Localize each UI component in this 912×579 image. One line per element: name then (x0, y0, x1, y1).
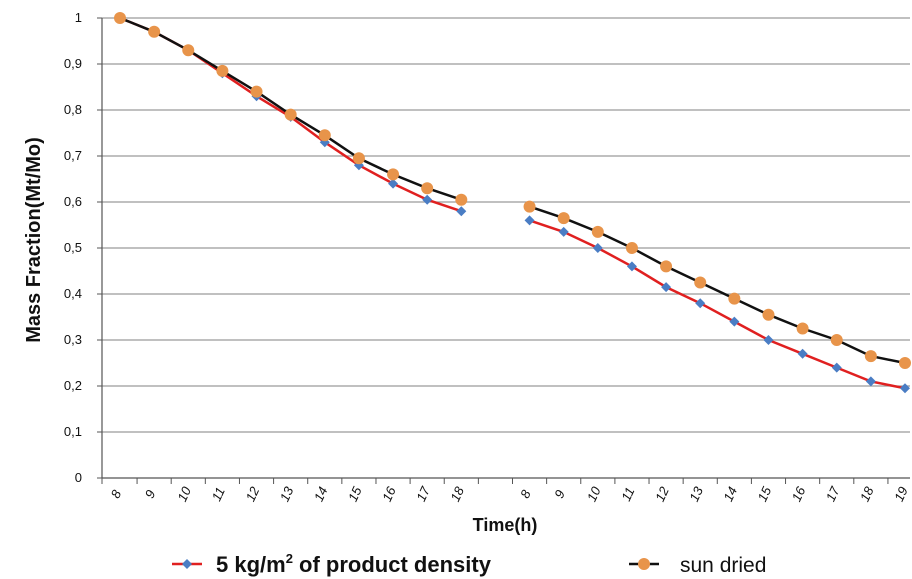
y-tick-label: 0,1 (64, 424, 82, 439)
data-point-series-1 (729, 316, 740, 327)
data-point-series-2 (250, 85, 263, 98)
x-tick-label: 11 (618, 485, 637, 504)
x-axis-label: Time(h) (473, 515, 538, 535)
x-tick-label: 8 (108, 487, 125, 501)
legend-marker-1 (182, 559, 192, 569)
data-point-series-2 (557, 212, 570, 225)
x-tick-label: 13 (277, 484, 297, 504)
data-point-series-2 (728, 292, 741, 305)
y-tick-label: 0,3 (64, 332, 82, 347)
y-tick-label: 0 (75, 470, 82, 485)
x-tick-label: 16 (379, 484, 399, 504)
x-tick-label: 16 (789, 484, 809, 504)
data-point-series-1 (388, 178, 399, 189)
series-line-2 (529, 205, 906, 365)
data-point-series-2 (182, 44, 195, 57)
x-axis-ticks: 8 9 10 11 12 13 14 15 16 17 18 8 9 10 11 12 13 14 15 16 17 18… (101, 478, 911, 504)
data-point-series-2 (864, 350, 877, 363)
x-tick-label: 8 (517, 487, 534, 501)
y-tick-label: 1 (75, 10, 82, 25)
x-tick-label: 18 (447, 484, 467, 504)
x-tick-label: 18 (857, 484, 877, 504)
data-point-series-1 (456, 206, 467, 217)
x-tick-label: 14 (720, 484, 740, 503)
data-point-series-2 (591, 225, 604, 238)
legend-marker-2 (638, 558, 650, 570)
x-tick-label: 14 (311, 484, 331, 503)
legend-label-1-sup: 2 (286, 551, 293, 566)
data-point-series-2 (694, 276, 707, 289)
data-point-series-2 (660, 260, 673, 273)
x-tick-label: 13 (686, 484, 706, 504)
x-tick-label: 11 (209, 485, 228, 504)
y-tick-label: 0,5 (64, 240, 82, 255)
legend-label-1-main: 5 kg/m (216, 552, 286, 577)
y-tick-label: 0,9 (64, 56, 82, 71)
legend-label-2: sun dried (680, 554, 766, 577)
data-point-series-1 (695, 298, 706, 309)
data-point-series-2 (387, 168, 400, 181)
y-tick-label: 0,4 (64, 286, 82, 301)
data-point-series-2 (523, 200, 536, 213)
data-point-series-1 (831, 362, 842, 373)
legend: 5 kg/m2 of product density sun dried (172, 551, 766, 577)
x-tick-label: 19 (891, 484, 911, 503)
y-tick-label: 0,6 (64, 194, 82, 209)
y-axis-label: Mass Fraction(Mt/Mo) (23, 137, 45, 343)
data-point-series-1 (865, 376, 876, 387)
y-tick-label: 0,7 (64, 148, 82, 163)
x-tick-label: 9 (551, 488, 568, 501)
data-point-series-1 (422, 194, 433, 205)
legend-label-1-rest: of product density (293, 552, 492, 577)
data-point-series-1 (763, 335, 774, 345)
data-point-series-2 (796, 322, 809, 335)
data-point-series-2 (114, 12, 126, 24)
y-tick-label: 0,2 (64, 378, 82, 393)
series-group (114, 12, 911, 394)
data-point-series-1 (558, 226, 569, 237)
x-tick-label: 9 (142, 488, 159, 501)
data-point-series-2 (421, 182, 434, 195)
data-point-series-2 (318, 129, 331, 142)
x-tick-label: 17 (823, 484, 843, 504)
data-point-series-1 (900, 383, 910, 394)
data-point-series-2 (455, 193, 468, 206)
x-tick-label: 10 (584, 484, 604, 504)
x-tick-label: 15 (345, 484, 365, 504)
x-tick-label: 10 (174, 484, 194, 504)
data-point-series-2 (899, 357, 911, 369)
y-axis-ticks: 0 0,1 0,2 0,3 0,4 0,5 0,6 0,7 0,8 0,9 1 (64, 10, 102, 485)
data-point-series-2 (352, 152, 365, 165)
data-point-series-2 (284, 108, 297, 121)
gridlines (101, 17, 910, 479)
y-tick-label: 0,8 (64, 102, 82, 117)
x-tick-label: 17 (413, 484, 433, 504)
x-tick-label: 15 (755, 484, 775, 504)
data-point-series-1 (524, 215, 535, 226)
data-point-series-2 (148, 25, 161, 38)
x-tick-label: 12 (243, 484, 263, 504)
data-point-series-1 (626, 261, 637, 272)
data-point-series-1 (592, 243, 603, 253)
data-point-series-2 (830, 334, 843, 346)
legend-label-1: 5 kg/m2 of product density (216, 551, 492, 577)
data-point-series-1 (797, 348, 808, 359)
data-point-series-1 (661, 282, 672, 293)
data-point-series-2 (216, 64, 229, 77)
data-point-series-2 (762, 308, 775, 321)
x-tick-label: 12 (652, 484, 672, 504)
series-line-1 (529, 219, 906, 390)
data-point-series-2 (625, 242, 638, 254)
